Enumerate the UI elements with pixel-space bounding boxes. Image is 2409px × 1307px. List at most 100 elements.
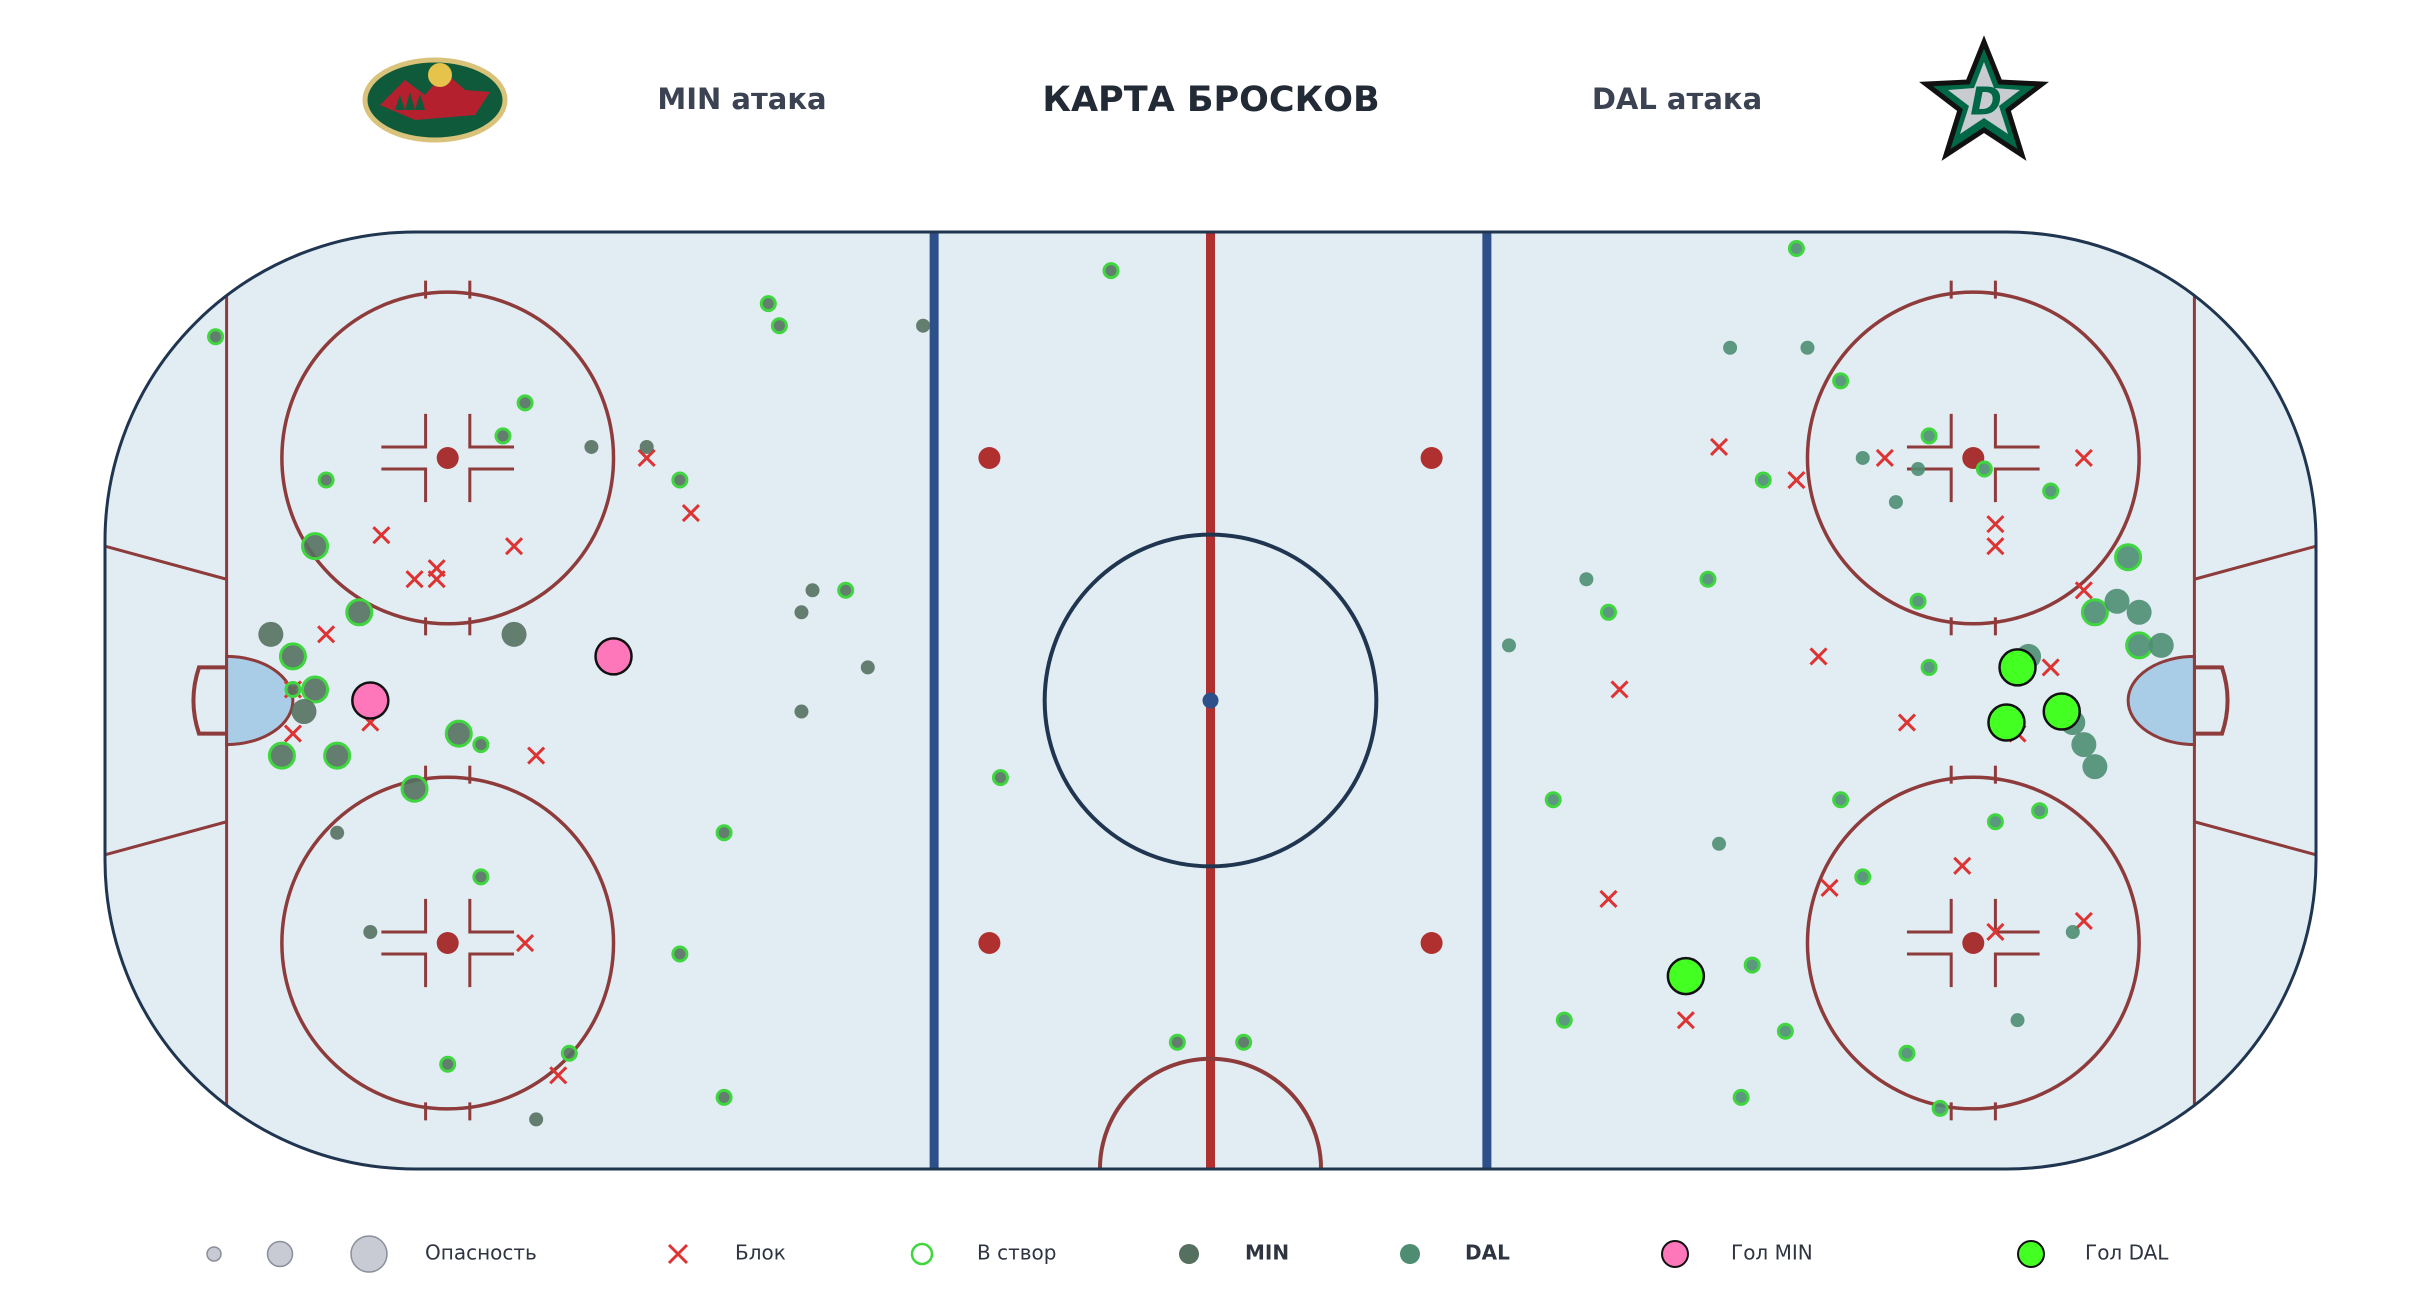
- shot-marker: [2071, 732, 2097, 758]
- shot-marker: [1754, 471, 1772, 489]
- shot-marker: [1235, 1033, 1253, 1051]
- block-marker: [681, 504, 700, 523]
- legend: Опасность Блок В створ MIN DAL Гол MIN Гол DAL: [206, 1235, 2169, 1273]
- shot-marker: [2082, 754, 2108, 780]
- shot-marker: [860, 660, 875, 675]
- shot-marker: [1168, 1033, 1186, 1051]
- faceoff-circle: [1805, 775, 2141, 1111]
- goal-marker: [594, 637, 633, 676]
- block-marker: [1986, 515, 2005, 534]
- shot-marker: [1555, 1011, 1573, 1029]
- block-marker: [2074, 911, 2093, 931]
- shot-marker: [1920, 658, 1938, 676]
- l-mark: [381, 467, 428, 503]
- shot-marker: [2125, 631, 2154, 660]
- shot-marker: [345, 598, 374, 627]
- size-legend-marker: [350, 1235, 388, 1273]
- center-dot: [1202, 692, 1219, 709]
- block-marker: [1986, 922, 2005, 942]
- shot-marker: [1712, 836, 1727, 851]
- l-mark: [381, 952, 428, 988]
- shot-marker: [671, 471, 689, 489]
- block-marker: [427, 570, 446, 589]
- shot-marker: [1776, 1022, 1794, 1040]
- shot-marker: [805, 583, 820, 598]
- shot-marker: [770, 317, 788, 335]
- shot-marker: [363, 924, 378, 939]
- neutral-dot: [978, 932, 1001, 955]
- shot-marker: [1854, 868, 1872, 886]
- shot-marker: [1832, 372, 1850, 390]
- dal-logo: D: [1919, 35, 2049, 161]
- shot-marker: [323, 741, 352, 770]
- shot-marker: [1787, 240, 1805, 258]
- block-marker: [1599, 889, 1618, 908]
- rink: [103, 230, 2318, 1171]
- shot-marker: [439, 1055, 457, 1073]
- shot-marker: [1699, 570, 1717, 588]
- shot-marker: [1544, 791, 1562, 809]
- shots: [207, 240, 2174, 1127]
- faceoff-circle: [280, 775, 616, 1111]
- shot-marker: [715, 1088, 733, 1106]
- shot-marker: [529, 1112, 544, 1127]
- shot-marker: [494, 427, 512, 445]
- shot-marker: [207, 328, 225, 346]
- shot-marker: [1888, 495, 1903, 510]
- goal-marker: [1987, 703, 2026, 742]
- shot-marker: [1800, 340, 1815, 355]
- shot-marker: [1102, 262, 1120, 280]
- shot-marker: [301, 532, 330, 561]
- goal-net: [2194, 665, 2230, 736]
- shot-marker: [1501, 638, 1516, 653]
- shot-marker: [916, 318, 931, 333]
- shot-marker: [1855, 450, 1870, 465]
- goal-marker: [351, 681, 390, 720]
- l-mark: [381, 898, 428, 934]
- legend-marker: [2017, 1240, 2045, 1268]
- shot-marker: [1975, 460, 1993, 478]
- block-marker: [372, 526, 391, 545]
- l-mark: [468, 952, 515, 988]
- neutral-dot: [1420, 446, 1443, 469]
- shot-marker: [2042, 482, 2060, 500]
- block-marker: [549, 1066, 568, 1085]
- shot-marker: [258, 621, 284, 647]
- right-label: DAL атака: [1592, 82, 1762, 116]
- block-marker: [637, 448, 656, 468]
- legend-label: Гол DAL: [2085, 1241, 2169, 1265]
- shot-marker: [671, 945, 689, 963]
- legend-marker: [1179, 1244, 1199, 1264]
- block-marker: [1953, 856, 1972, 875]
- shot-marker: [400, 774, 429, 803]
- block-marker: [1897, 713, 1917, 732]
- block-marker: [1787, 470, 1806, 490]
- faceoff-dot: [1962, 932, 1985, 955]
- shot-marker: [1986, 813, 2004, 831]
- shot-marker: [278, 642, 307, 671]
- shot-marker: [1579, 572, 1594, 587]
- faceoff-circle: [280, 290, 616, 626]
- faceoff-dot: [436, 446, 459, 469]
- l-mark: [381, 413, 428, 449]
- shot-marker: [284, 680, 302, 698]
- block-marker: [283, 724, 302, 743]
- shot-marker: [2010, 1013, 2025, 1028]
- block-marker: [1676, 1011, 1695, 1030]
- shot-marker: [2065, 924, 2080, 939]
- shot-marker: [501, 621, 527, 647]
- shot-marker: [794, 605, 809, 620]
- l-mark: [1993, 413, 2040, 449]
- shot-marker: [1920, 427, 1938, 445]
- faceoff-circle: [1805, 290, 2141, 626]
- l-mark: [1906, 952, 1953, 988]
- l-mark: [1906, 413, 1953, 449]
- shot-marker: [584, 439, 599, 454]
- neutral-dot: [978, 446, 1001, 469]
- legend-marker: [667, 1243, 689, 1265]
- shot-marker: [317, 471, 335, 489]
- l-mark: [468, 467, 515, 503]
- neutral-dot: [1420, 932, 1443, 955]
- boards: [103, 230, 2318, 1171]
- shot-marker: [1599, 603, 1617, 621]
